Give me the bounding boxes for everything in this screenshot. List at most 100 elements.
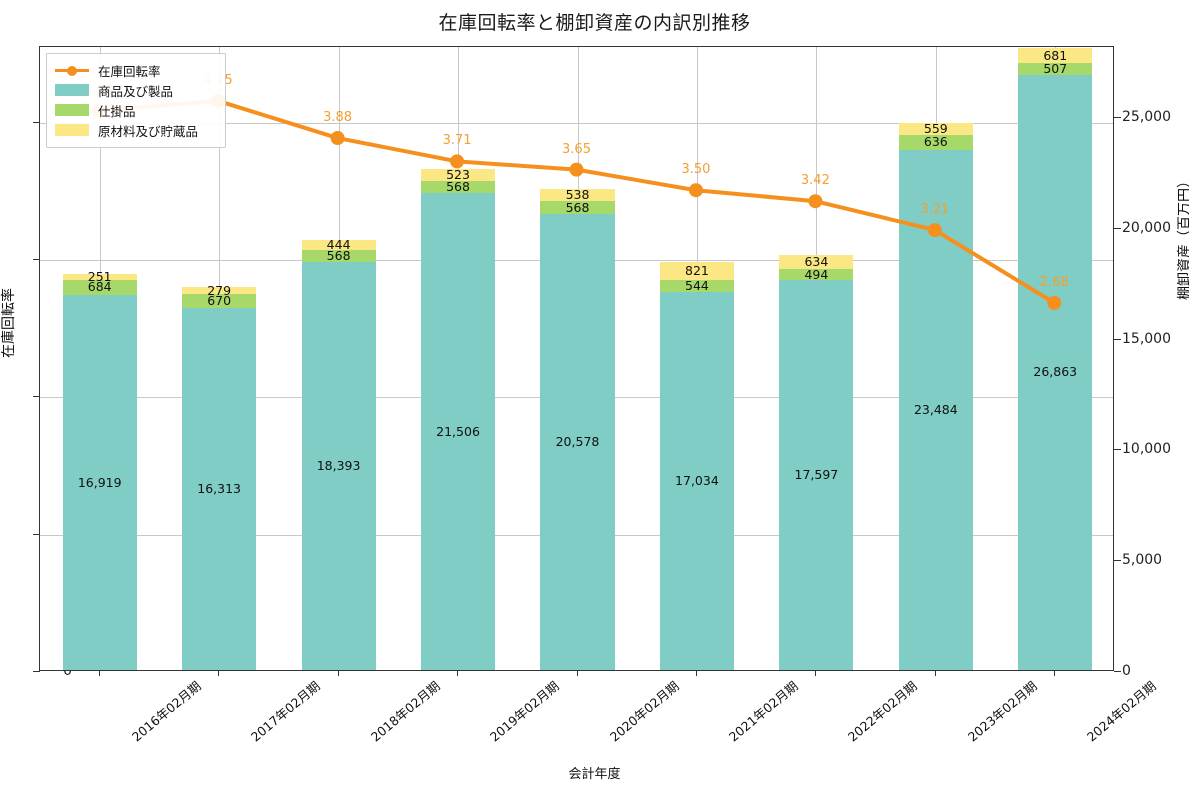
x-axis-tick-mark xyxy=(218,671,220,676)
line-value-label: 3.71 xyxy=(442,133,472,149)
bar-segment-merchandise-value-label: 23,484 xyxy=(913,401,958,417)
x-axis-tick-label: 2018年02月期 xyxy=(367,678,443,745)
bar-segment-wip[interactable] xyxy=(659,280,734,293)
bar-segment-merchandise-value-label: 18,393 xyxy=(316,458,361,474)
bar-segment-raw-materials[interactable] xyxy=(301,239,376,250)
bar-segment-raw-materials[interactable] xyxy=(540,189,615,202)
bar-group[interactable]: 20,578 568 538 xyxy=(540,187,615,670)
bar-segment-raw-materials[interactable] xyxy=(1018,48,1093,64)
bar-group[interactable]: 26,863 507 681 xyxy=(1018,47,1093,670)
legend-item[interactable]: 在庫回転率 xyxy=(55,60,217,80)
bar-segment-wip[interactable] xyxy=(1018,63,1093,75)
bar-group[interactable]: 16,919 684 251 xyxy=(62,270,137,670)
x-axis-tick-label: 2021年02月期 xyxy=(725,678,801,745)
y-axis-left-tick-mark xyxy=(33,121,40,123)
bar-segment-merchandise[interactable] xyxy=(779,280,854,670)
bar-group[interactable]: 17,597 494 634 xyxy=(779,255,854,670)
bar-segment-merchandise[interactable] xyxy=(659,292,734,670)
bar-segment-wip-value-label: 507 xyxy=(1043,61,1068,77)
y-axis-left-tick-label: 0 xyxy=(63,663,72,679)
bar-segment-merchandise-value-label: 21,506 xyxy=(436,423,480,439)
bar-segment-merchandise[interactable] xyxy=(62,295,137,670)
bar-group[interactable]: 18,393 568 444 xyxy=(301,237,376,670)
line-value-label: 3.65 xyxy=(562,141,591,157)
x-axis-tick-label: 2017年02月期 xyxy=(248,678,323,745)
x-axis-tick-label: 2019年02月期 xyxy=(486,678,562,745)
legend-swatch-icon xyxy=(55,104,89,116)
y-axis-right-tick-label: 5,000 xyxy=(1122,552,1163,569)
page-title: 在庫回転率と棚卸資産の内訳別推移 xyxy=(438,12,751,34)
y-axis-left-tick-mark xyxy=(33,671,40,672)
bar-segment-merchandise-value-label: 26,863 xyxy=(1033,364,1078,380)
x-axis-tick-mark xyxy=(934,671,936,676)
legend-item[interactable]: 商品及び製品 xyxy=(55,80,217,100)
bar-segment-raw-materials[interactable] xyxy=(62,274,137,280)
bar-segment-raw-materials[interactable] xyxy=(659,262,734,281)
line-marker[interactable] xyxy=(450,154,465,169)
bar-segment-wip[interactable] xyxy=(301,249,376,263)
y-axis-left-label: 在庫回転率 xyxy=(1,288,17,358)
line-marker[interactable] xyxy=(1047,295,1062,310)
x-axis-tick-label: 2024年02月期 xyxy=(1084,678,1160,745)
legend-item[interactable]: 仕掛品 xyxy=(55,100,217,120)
bar-segment-merchandise[interactable] xyxy=(182,308,257,670)
bar-segment-wip[interactable] xyxy=(421,180,496,194)
y-axis-right-tick-mark xyxy=(1114,671,1121,672)
bar-segment-merchandise[interactable] xyxy=(540,213,615,670)
bar-segment-raw-materials-value-label: 681 xyxy=(1043,47,1068,63)
line-marker[interactable] xyxy=(569,162,584,177)
line-marker[interactable] xyxy=(688,183,703,198)
bar-segment-raw-materials[interactable] xyxy=(898,123,973,136)
line-value-label: 3.50 xyxy=(681,162,711,178)
y-axis-right-tick-label: 20,000 xyxy=(1122,219,1171,236)
bar-segment-wip[interactable] xyxy=(898,135,973,150)
bar-segment-wip-value-label: 494 xyxy=(804,266,829,282)
legend-item[interactable]: 原材料及び貯蔵品 xyxy=(55,120,217,140)
line-marker[interactable] xyxy=(808,194,823,209)
y-axis-right-tick-mark xyxy=(1114,560,1121,562)
y-axis-right-tick-mark xyxy=(1114,227,1121,229)
x-axis-tick-mark xyxy=(695,671,697,676)
y-axis-right-label: 棚卸資産（百万円） xyxy=(1177,174,1189,300)
y-axis-right-tick-label: 10,000 xyxy=(1122,441,1171,458)
bar-segment-wip[interactable] xyxy=(182,293,257,309)
bar-segment-raw-materials[interactable] xyxy=(182,287,257,294)
bar-segment-wip-value-label: 568 xyxy=(326,248,351,264)
bar-segment-raw-materials-value-label: 559 xyxy=(923,121,948,137)
bar-segment-raw-materials[interactable] xyxy=(421,169,496,181)
bar-group[interactable]: 17,034 544 821 xyxy=(659,262,734,670)
bar-segment-merchandise[interactable] xyxy=(1018,74,1093,670)
bar-segment-wip[interactable] xyxy=(540,201,615,214)
legend-item-label: 在庫回転率 xyxy=(98,63,161,79)
x-axis-label: 会計年度 xyxy=(568,767,621,782)
line-value-label: 2.68 xyxy=(1039,274,1069,290)
bar-segment-merchandise[interactable] xyxy=(421,193,496,670)
y-axis-right-tick-label: 0 xyxy=(1122,663,1131,679)
bar-group[interactable]: 21,506 568 523 xyxy=(421,166,496,670)
bar-segment-wip-value-label: 544 xyxy=(685,278,709,294)
bar-group[interactable]: 16,313 670 279 xyxy=(182,282,257,670)
bar-segment-raw-materials-value-label: 279 xyxy=(207,282,232,298)
bar-segment-raw-materials[interactable] xyxy=(779,255,854,270)
bar-segment-wip-value-label: 684 xyxy=(87,279,112,295)
gridline-horizontal xyxy=(40,122,1113,124)
bar-segment-raw-materials-value-label: 538 xyxy=(565,187,590,203)
line-marker[interactable] xyxy=(927,223,942,238)
bar-segment-raw-materials-value-label: 251 xyxy=(87,269,112,285)
bar-segment-wip-value-label: 568 xyxy=(446,179,470,195)
x-axis-tick-label: 2023年02月期 xyxy=(964,678,1040,745)
y-axis-right-tick-label: 25,000 xyxy=(1122,108,1171,125)
bar-segment-wip-value-label: 568 xyxy=(565,199,590,215)
y-axis-right-tick-label: 15,000 xyxy=(1122,330,1171,347)
line-marker[interactable] xyxy=(330,131,345,146)
legend-item-label: 仕掛品 xyxy=(98,103,136,119)
line-value-label: 3.21 xyxy=(920,202,950,218)
bar-segment-merchandise[interactable] xyxy=(301,262,376,670)
legend: 在庫回転率 商品及び製品仕掛品 原材料及び貯蔵品 xyxy=(46,53,226,148)
bar-segment-raw-materials-value-label: 523 xyxy=(446,166,470,182)
bar-segment-wip[interactable] xyxy=(779,269,854,280)
y-axis-right-tick-mark xyxy=(1114,449,1121,451)
bar-segment-wip[interactable] xyxy=(62,279,137,296)
inventory-turnover-markers xyxy=(91,93,1062,310)
